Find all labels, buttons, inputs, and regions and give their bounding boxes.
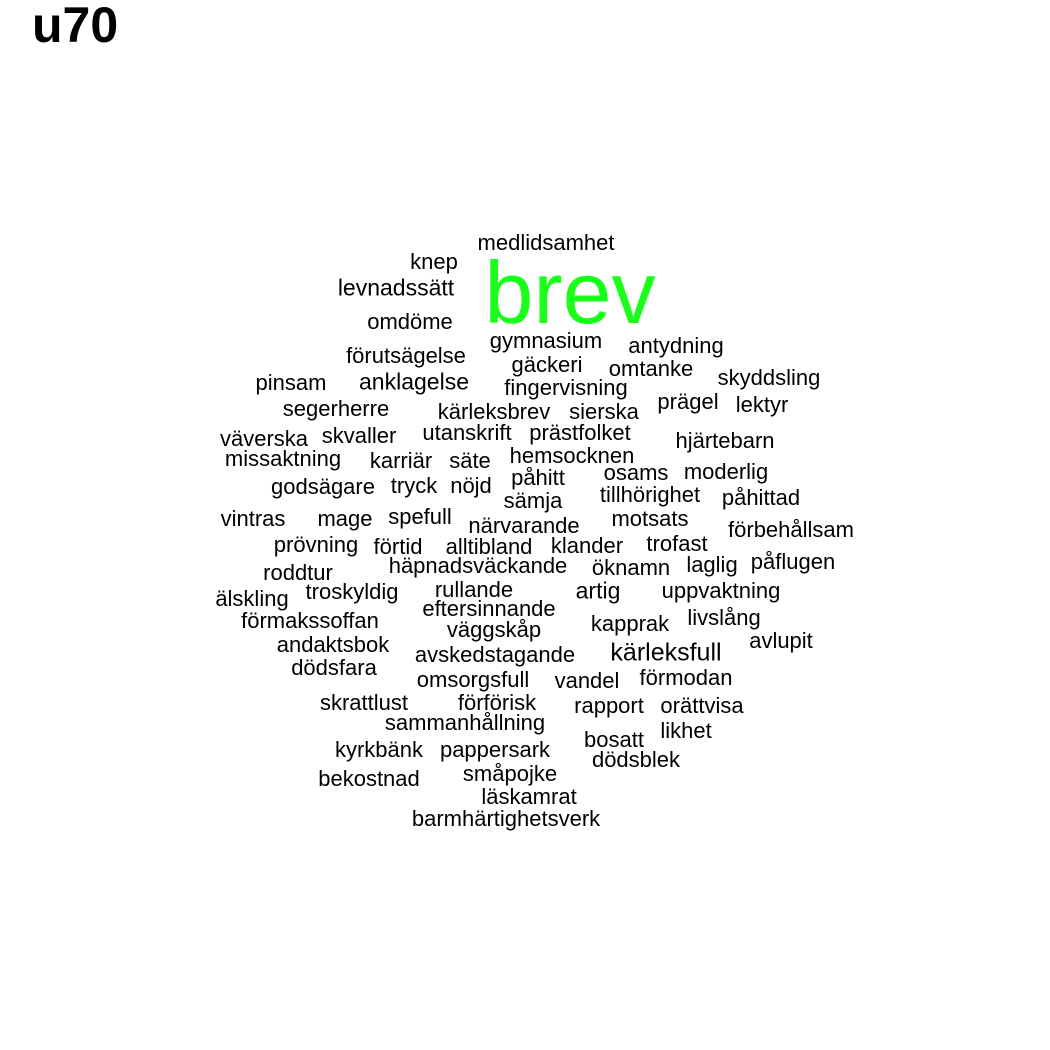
word-orattvisa: orättvisa [660, 693, 744, 718]
word-prastfolket: prästfolket [529, 420, 631, 445]
word-medlidsamhet: medlidsamhet [477, 230, 615, 255]
word-omtanke: omtanke [608, 356, 694, 381]
word-hapnadsvackande: häpnadsväckande [388, 553, 568, 578]
word-avlupit: avlupit [749, 628, 813, 653]
word-lektyr: lektyr [735, 392, 789, 417]
word-karriar: karriär [369, 448, 433, 473]
word-laskamrat: läskamrat [481, 784, 577, 809]
word-godsagare: godsägare [271, 474, 375, 499]
word-motsats: motsats [611, 506, 689, 531]
word-andaktsbok: andaktsbok [276, 632, 390, 657]
word-pinsam: pinsam [255, 370, 327, 395]
word-spefull: spefull [388, 504, 452, 529]
word-fortid: förtid [373, 534, 423, 559]
word-skvaller: skvaller [321, 423, 397, 448]
word-pappersark: pappersark [439, 737, 551, 762]
word-skyddsling: skyddsling [717, 365, 821, 390]
word-paflugen: påflugen [750, 549, 836, 574]
word-alskling: älskling [215, 586, 289, 611]
word-karleksbrev: kärleksbrev [437, 399, 551, 424]
word-hjartebarn: hjärtebarn [675, 428, 775, 453]
word-anklagelse: anklagelse [359, 368, 469, 395]
word-dodsblek: dödsblek [591, 747, 681, 772]
word-bosatt: bosatt [584, 727, 644, 752]
word-trofast: trofast [646, 531, 708, 556]
word-pahitt: påhitt [511, 465, 565, 490]
word-segerherre: segerherre [282, 396, 390, 421]
word-levnadssatt: levnadssätt [337, 274, 455, 301]
word-sammanhallning: sammanhållning [384, 710, 546, 735]
word-gymnasium: gymnasium [489, 328, 603, 353]
word-dodsfara: dödsfara [291, 655, 377, 680]
word-provning: prövning [273, 532, 359, 557]
word-smapojke: småpojke [462, 761, 558, 786]
word-omdome: omdöme [367, 309, 453, 334]
word-troskyldig: troskyldig [305, 579, 399, 604]
word-formodan: förmodan [639, 665, 733, 690]
word-hemsocknen: hemsocknen [509, 443, 635, 468]
word-sierska: sierska [569, 399, 639, 424]
word-gackeri: gäckeri [511, 352, 583, 377]
word-vaggskap: väggskåp [446, 617, 542, 642]
word-forutsagelse: förutsägelse [346, 343, 466, 368]
word-likhet: likhet [660, 718, 712, 743]
word-karleksfull: kärleksfull [610, 638, 722, 667]
word-forforisk: förförisk [457, 690, 537, 715]
word-vintras: vintras [220, 506, 286, 531]
word-rullande: rullande [434, 577, 514, 602]
word-mage: mage [317, 506, 373, 531]
word-kyrkbank: kyrkbänk [334, 737, 424, 762]
word-missaktning: missaktning [224, 446, 342, 471]
word-skrattlust: skrattlust [319, 690, 409, 715]
word-rapport: rapport [574, 693, 644, 718]
word-bekostnad: bekostnad [318, 766, 420, 791]
word-sate: säte [449, 448, 491, 473]
word-osams: osams [603, 460, 669, 485]
word-utanskrift: utanskrift [422, 420, 512, 445]
word-forbehallsam: förbehållsam [728, 517, 854, 542]
word-roddtur: roddtur [263, 560, 333, 585]
word-artig: artig [575, 577, 621, 604]
word-brev: brev [484, 243, 656, 342]
word-fingervisning: fingervisning [504, 375, 628, 400]
word-pragel: prägel [657, 389, 719, 414]
word-avskedstagande: avskedstagande [414, 642, 576, 667]
word-laglig: laglig [686, 552, 738, 577]
page-title: u70 [32, 0, 119, 53]
word-omsorgsfull: omsorgsfull [416, 667, 530, 692]
word-livslang: livslång [687, 605, 761, 630]
word-samja: sämja [503, 488, 563, 513]
word-alltibland: alltibland [445, 534, 533, 559]
word-kapprak: kapprak [590, 611, 670, 636]
word-vandel: vandel [554, 668, 620, 693]
word-eftersinnande: eftersinnande [422, 596, 556, 621]
word-moderlig: moderlig [683, 459, 769, 484]
word-narvarande: närvarande [468, 513, 580, 538]
word-uppvaktning: uppvaktning [661, 578, 781, 603]
word-nojd: nöjd [450, 473, 492, 498]
word-klander: klander [550, 533, 624, 558]
word-barmhartighetsverk: barmhärtighetsverk [411, 806, 601, 831]
word-tryck: tryck [390, 473, 438, 498]
word-oknamn: öknamn [591, 555, 671, 580]
word-antydning: antydning [628, 333, 724, 358]
word-vaverska: väverska [219, 426, 309, 451]
word-tillhorighet: tillhörighet [599, 482, 701, 507]
word-pahittad: påhittad [721, 485, 801, 510]
word-formakssoffan: förmakssoffan [241, 608, 379, 633]
word-knep: knep [410, 249, 458, 274]
